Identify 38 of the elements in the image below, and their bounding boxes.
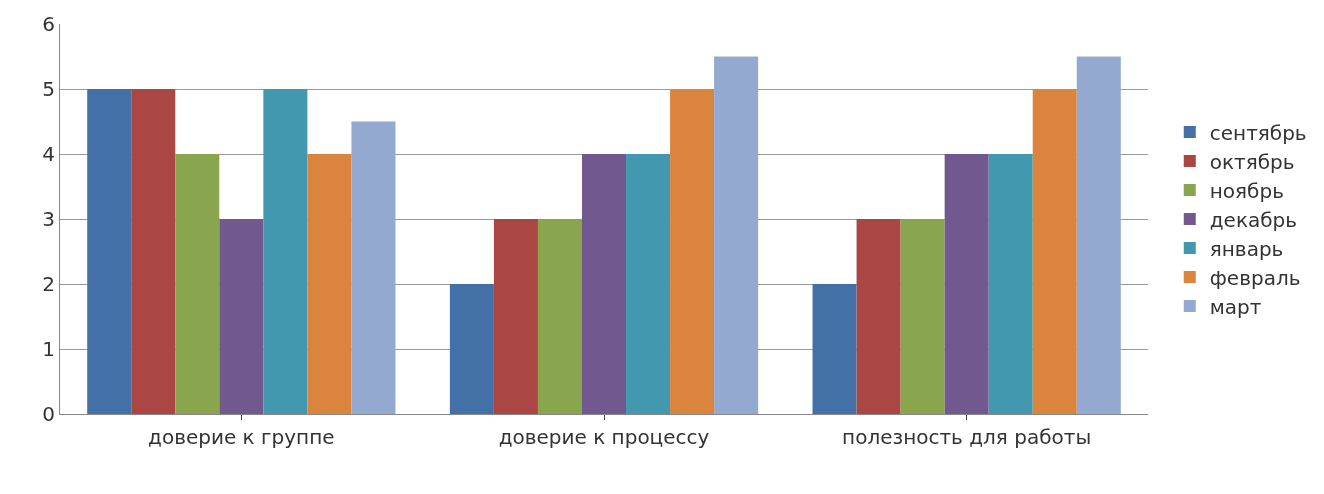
y-tick-label: 5 xyxy=(42,77,55,101)
legend-label: декабрь xyxy=(1209,207,1298,232)
bar xyxy=(537,219,582,414)
y-tick-label: 1 xyxy=(42,337,55,361)
bar xyxy=(263,89,308,414)
bar xyxy=(944,154,989,414)
bar xyxy=(856,219,901,414)
bar xyxy=(175,154,220,414)
legend-label: январь xyxy=(1209,236,1284,261)
bar xyxy=(493,219,538,414)
y-tick-label: 4 xyxy=(42,142,55,166)
bar xyxy=(1076,56,1121,414)
bar xyxy=(87,89,132,414)
bar xyxy=(131,89,176,414)
bar xyxy=(900,219,945,414)
legend-label: октябрь xyxy=(1209,149,1295,174)
y-tick-label: 3 xyxy=(42,207,55,231)
y-tick-label: 2 xyxy=(42,272,55,296)
bar xyxy=(626,154,671,414)
bar xyxy=(1032,89,1077,414)
legend-label: сентябрь xyxy=(1209,120,1307,145)
y-tick-label: 6 xyxy=(42,12,55,36)
bar xyxy=(351,121,396,414)
x-tick-label: полезность для работы xyxy=(842,425,1092,449)
x-tick-label: доверие к процессу xyxy=(498,425,710,449)
bar xyxy=(307,154,352,414)
x-tick-label: доверие к группе xyxy=(148,425,335,449)
legend-label: февраль xyxy=(1209,265,1301,290)
bar xyxy=(219,219,264,414)
bar xyxy=(988,154,1033,414)
bar xyxy=(812,284,857,414)
bar xyxy=(670,89,715,414)
y-tick-label: 0 xyxy=(42,402,55,426)
legend-label: ноябрь xyxy=(1209,178,1284,203)
bar xyxy=(714,56,759,414)
bar xyxy=(581,154,627,414)
bar xyxy=(449,284,494,414)
legend-label: март xyxy=(1209,294,1262,319)
